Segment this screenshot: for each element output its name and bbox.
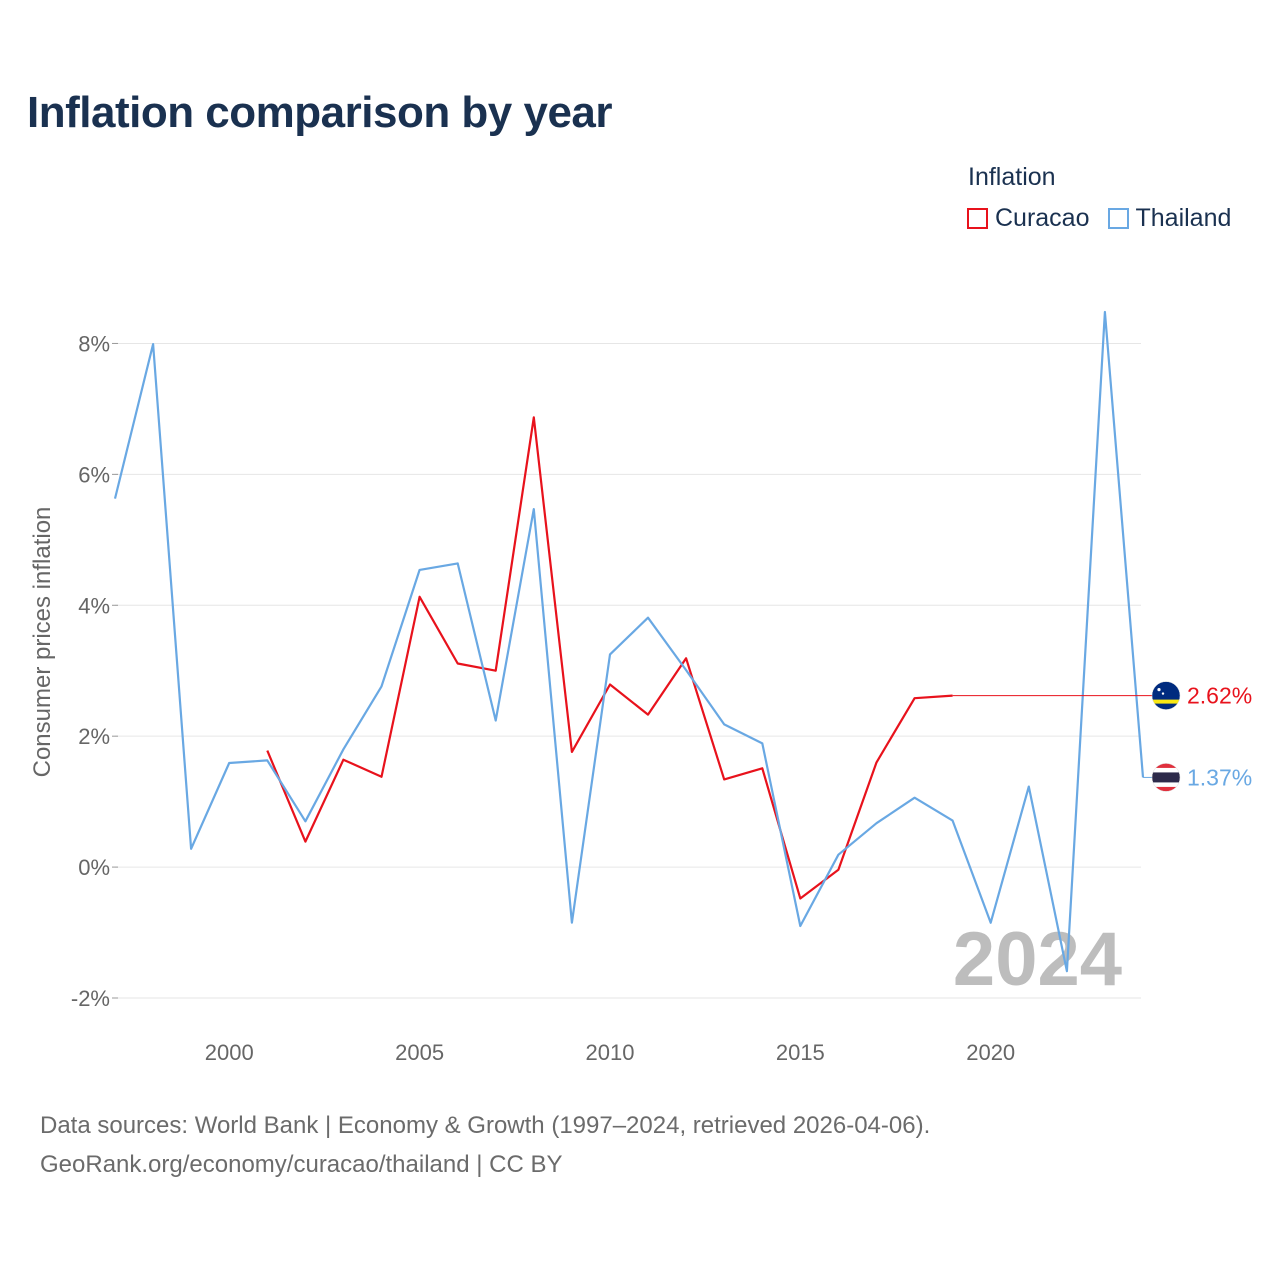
legend-swatch-curacao	[967, 208, 988, 229]
curacao-flag-icon	[1151, 681, 1181, 710]
end-value-label-thailand: 1.37%	[1187, 764, 1252, 790]
end-value-label-curacao: 2.62%	[1187, 683, 1252, 709]
y-tick-label: 2%	[78, 724, 110, 749]
x-tick-label: 2020	[966, 1040, 1015, 1065]
year-watermark: 2024	[953, 917, 1122, 1002]
y-tick-label: 4%	[78, 593, 110, 618]
series-lines	[113, 310, 1145, 973]
series-line-thailand	[113, 310, 1145, 973]
x-tick-label: 2010	[585, 1040, 634, 1065]
y-axis-label: Consumer prices inflation	[29, 507, 56, 778]
legend-swatch-thailand	[1107, 208, 1129, 229]
x-tick-label: 2000	[205, 1040, 254, 1065]
thailand-flag-icon	[1151, 763, 1181, 792]
legend-item-curacao[interactable]: Curacao	[967, 204, 1090, 233]
y-tick-label: 0%	[78, 855, 110, 880]
source-line-2: GeoRank.org/economy/curacao/thailand | C…	[40, 1151, 563, 1178]
x-axis-ticks: 2000 2005 2010 2015 2020	[205, 1040, 1015, 1065]
chart-title: Inflation comparison by year	[27, 88, 613, 137]
data-source: Data sources: World Bank | Economy & Gro…	[40, 1106, 930, 1184]
x-tick-label: 2005	[395, 1040, 444, 1065]
end-markers: 2.62% 1.37%	[952, 681, 1252, 792]
legend-label-curacao: Curacao	[995, 204, 1090, 232]
legend-item-thailand[interactable]: Thailand	[1107, 204, 1232, 233]
y-tick-label: 8%	[78, 331, 110, 356]
y-tick-label: 6%	[78, 462, 110, 487]
gridlines	[115, 342, 1141, 999]
legend-label-thailand: Thailand	[1135, 204, 1232, 232]
legend: Curacao Thailand	[967, 204, 1231, 233]
series-line-curacao	[266, 416, 953, 900]
source-line-1: Data sources: World Bank | Economy & Gro…	[40, 1112, 931, 1139]
y-axis-ticks: -2% 0% 2% 4% 6% 8%	[71, 331, 118, 1011]
y-tick-label: -2%	[71, 986, 110, 1011]
legend-title: Inflation	[968, 163, 1056, 191]
x-tick-label: 2015	[776, 1040, 825, 1065]
